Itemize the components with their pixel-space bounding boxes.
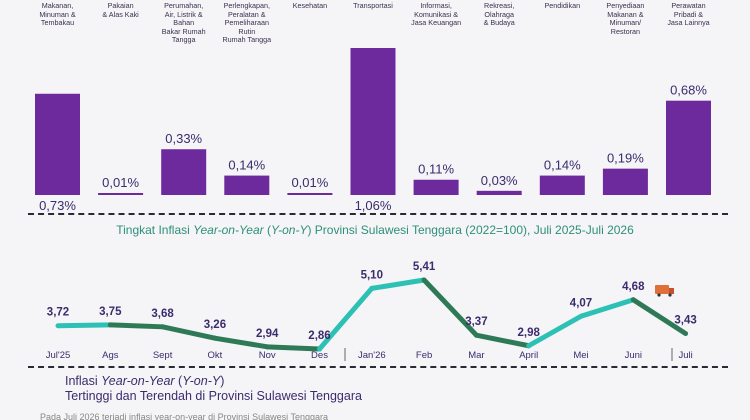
month-label-5: Des [311, 350, 328, 361]
bar-9 [602, 168, 648, 195]
line-segment-9 [526, 313, 584, 349]
bar-3 [224, 175, 270, 195]
line-segment-4 [264, 344, 322, 352]
bar-2 [161, 149, 207, 195]
line-segment-0 [55, 322, 113, 329]
bar-category-label-6: Informasi, Komunikasi & Jasa Keuangan [411, 1, 462, 27]
line-segment-3 [212, 335, 270, 350]
bar-1 [98, 193, 144, 195]
bar-category-label-4: Kesehatan [292, 1, 328, 10]
line-chart-title: Tingkat Inflasi Year-on-Year (Y-on-Y) Pr… [116, 223, 634, 237]
bar-category-label-5: Transportasi [353, 1, 393, 10]
month-label-6: Jan'26 [358, 350, 386, 361]
bottom-title-line1: Inflasi Year-on-Year (Y-on-Y) [65, 374, 225, 388]
month-label-0: Jul'25 [46, 350, 71, 361]
line-segment-7 [421, 277, 479, 338]
line-segment-2 [160, 324, 218, 341]
line-value-label-7: 5,41 [413, 261, 436, 273]
bar-category-label-2: Perumahan, Air, Listrik & Bahan Bakar Rumah… [161, 1, 206, 44]
bottom-title-line2: Tertinggi dan Terendah di Provinsi Sulaw… [65, 389, 362, 403]
line-value-label-12: 3,43 [674, 315, 696, 327]
bar-category-label-0: Makanan, Minuman & Tembakau [39, 1, 76, 27]
line-segment-5 [317, 285, 375, 352]
line-value-label-11: 4,68 [622, 281, 645, 293]
month-label-3: Okt [208, 350, 223, 361]
bar-category-label-10: Perawatan Pribadi & Jasa Lainnya [667, 1, 710, 27]
bar-value-label-8: 0,14% [544, 158, 581, 173]
line-segment-8 [473, 332, 532, 349]
month-label-8: Mar [468, 350, 484, 361]
bar-value-label-0: 0,73% [39, 198, 76, 213]
month-label-1: Ags [102, 350, 119, 361]
line-value-label-6: 5,10 [361, 269, 383, 281]
bar-value-label-10: 0,68% [670, 83, 707, 98]
line-value-label-10: 4,07 [570, 297, 592, 309]
bar-value-label-2: 0,33% [165, 131, 202, 146]
bar-category-label-8: Pendidikan [544, 1, 581, 10]
bar-8 [539, 175, 585, 195]
line-segment-6 [369, 277, 427, 291]
bar-value-label-3: 0,14% [228, 158, 265, 173]
bar-value-label-1: 0,01% [102, 175, 139, 190]
line-segment-10 [578, 297, 636, 319]
footnote-text: Pada Juli 2026 terjadi inflasi year-on-y… [40, 412, 328, 420]
line-value-label-0: 3,72 [47, 307, 69, 319]
bar-value-label-5: 1,06% [355, 198, 392, 213]
month-label-2: Sept [153, 350, 173, 361]
bar-0 [35, 93, 80, 195]
divider-bottom [28, 366, 728, 368]
bar-category-label-9: Penyediaan Makanan & Minuman/Restoran [606, 1, 645, 36]
bar-5 [350, 48, 396, 195]
month-label-12: Juli [678, 350, 692, 361]
bar-6 [413, 179, 459, 195]
line-value-label-3: 3,26 [204, 319, 226, 331]
bar-category-label-1: Pakaian & Alas Kaki [102, 1, 139, 19]
line-value-label-2: 3,68 [151, 308, 174, 320]
truck-icon [655, 285, 674, 297]
bar-value-label-4: 0,01% [291, 175, 328, 190]
bar-7 [476, 190, 522, 195]
line-value-label-9: 2,98 [518, 327, 541, 339]
month-label-9: April [519, 350, 538, 361]
line-segment-1 [107, 322, 166, 330]
bar-value-label-6: 0,11% [418, 162, 454, 177]
line-value-label-8: 3,37 [465, 316, 487, 328]
bar-value-label-7: 0,03% [481, 173, 518, 188]
bar-category-label-7: Rekreasi, Olahraga & Budaya [483, 1, 515, 27]
month-label-10: Mei [573, 350, 588, 361]
month-label-7: Feb [416, 350, 432, 361]
month-label-11: Juni [625, 350, 642, 361]
line-chart: 3,72 Jul'25 3,75 Ags 3,68 Sept 3,26 Okt 2,94 Nov 2… [46, 261, 697, 361]
bar-10 [666, 100, 711, 195]
divider-top [28, 213, 728, 215]
line-value-label-5: 2,86 [308, 330, 330, 342]
bar-4 [287, 193, 333, 195]
bar-chart: 0,73% 0,01% 0,33% 0,14% 0,01% 1,06% 0,11% 0,03%… [35, 48, 711, 213]
month-label-4: Nov [259, 350, 276, 361]
line-segment-11 [630, 297, 689, 337]
bar-value-label-9: 0,19% [607, 151, 644, 166]
line-value-label-1: 3,75 [99, 306, 122, 318]
bar-category-label-3: Perlengkapan, Peralatan & Pemeliharaan Ruti… [222, 1, 272, 44]
line-value-label-4: 2,94 [256, 328, 279, 340]
